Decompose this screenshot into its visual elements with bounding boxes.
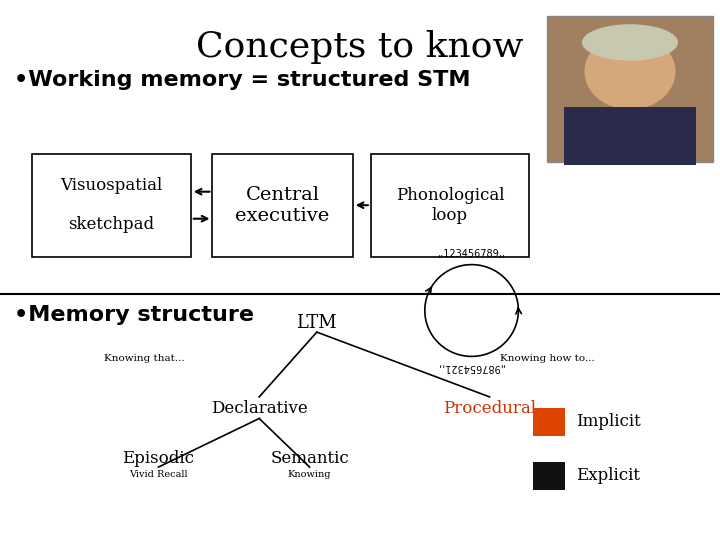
- Text: Vivid Recall: Vivid Recall: [129, 470, 188, 479]
- Text: Knowing how to...: Knowing how to...: [500, 354, 595, 363]
- Text: Semantic: Semantic: [270, 450, 349, 467]
- Bar: [547, 16, 713, 162]
- Text: Knowing: Knowing: [288, 470, 331, 479]
- Text: •Memory structure: •Memory structure: [14, 305, 254, 325]
- Bar: [564, 106, 696, 165]
- Text: ,,987654321,,: ,,987654321,,: [438, 362, 505, 372]
- Text: Procedural: Procedural: [443, 400, 536, 416]
- Ellipse shape: [582, 24, 678, 60]
- Bar: [212, 154, 353, 256]
- Text: LTM: LTM: [297, 314, 337, 332]
- Text: Concepts to know: Concepts to know: [197, 30, 523, 64]
- Text: Declarative: Declarative: [211, 400, 307, 416]
- Bar: [533, 462, 565, 490]
- Ellipse shape: [585, 33, 675, 110]
- Text: ,,123456789,,: ,,123456789,,: [438, 249, 505, 259]
- Bar: [533, 408, 565, 436]
- Text: Phonological
loop: Phonological loop: [396, 187, 504, 224]
- Text: •Working memory = structured STM: •Working memory = structured STM: [14, 70, 471, 90]
- Text: Central
executive: Central executive: [235, 186, 330, 225]
- Text: Implicit: Implicit: [576, 413, 641, 430]
- Text: Visuospatial

sketchpad: Visuospatial sketchpad: [60, 177, 163, 233]
- Text: Episodic: Episodic: [122, 450, 194, 467]
- Bar: [371, 154, 529, 256]
- Text: Explicit: Explicit: [576, 467, 640, 484]
- Text: Knowing that...: Knowing that...: [104, 354, 184, 363]
- Bar: [32, 154, 191, 256]
